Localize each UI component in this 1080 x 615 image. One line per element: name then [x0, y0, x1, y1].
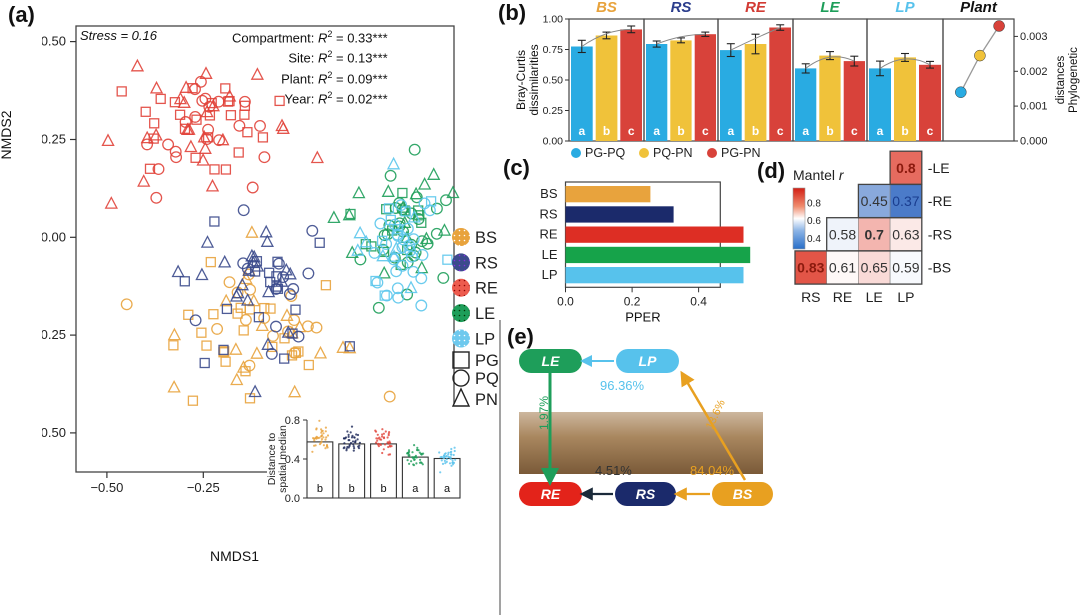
svg-text:b: b — [317, 483, 323, 495]
svg-text:(b): (b) — [498, 0, 526, 25]
svg-text:84.04%: 84.04% — [690, 463, 735, 478]
svg-text:-RE: -RE — [928, 193, 952, 209]
svg-text:−0.25: −0.25 — [42, 327, 66, 342]
svg-text:0.4: 0.4 — [807, 234, 821, 245]
svg-text:-RS: -RS — [928, 226, 952, 242]
svg-text:RS: RS — [801, 289, 820, 305]
svg-text:0.003: 0.003 — [1020, 31, 1048, 43]
svg-text:0.25: 0.25 — [42, 132, 66, 147]
svg-text:b: b — [752, 124, 759, 138]
svg-text:0.50: 0.50 — [42, 34, 66, 49]
svg-text:c: c — [927, 124, 934, 138]
svg-text:distances: distances — [1055, 55, 1067, 104]
svg-text:0.001: 0.001 — [1020, 101, 1048, 113]
svg-text:BS: BS — [733, 486, 753, 502]
svg-text:96.36%: 96.36% — [600, 378, 645, 393]
svg-text:RE: RE — [745, 0, 767, 16]
svg-text:LP: LP — [897, 289, 914, 305]
svg-text:0.00: 0.00 — [42, 229, 66, 244]
svg-text:Plant: Plant — [960, 0, 998, 16]
svg-text:1.97%: 1.97% — [537, 396, 551, 430]
svg-text:0.0: 0.0 — [285, 493, 300, 505]
svg-text:RS: RS — [539, 206, 557, 221]
svg-text:spatial median: spatial median — [277, 425, 289, 493]
svg-text:RE: RE — [833, 289, 852, 305]
svg-text:0.83: 0.83 — [797, 260, 824, 276]
svg-text:a: a — [802, 124, 809, 138]
svg-text:−0.50: −0.50 — [42, 425, 66, 440]
svg-text:LE: LE — [820, 0, 840, 16]
svg-text:BS: BS — [475, 229, 497, 247]
svg-text:0.00: 0.00 — [543, 136, 564, 148]
svg-text:BS: BS — [596, 0, 617, 16]
svg-text:LP: LP — [542, 267, 558, 282]
svg-text:b: b — [603, 124, 610, 138]
svg-text:0.58: 0.58 — [829, 226, 856, 242]
svg-text:0.63: 0.63 — [892, 226, 919, 242]
svg-text:0.8: 0.8 — [807, 199, 821, 210]
svg-text:LE: LE — [542, 353, 561, 369]
svg-text:0.65: 0.65 — [861, 260, 888, 276]
svg-text:-LE: -LE — [928, 160, 950, 176]
svg-text:RE: RE — [541, 486, 561, 502]
svg-text:0.8: 0.8 — [896, 160, 916, 176]
svg-text:0.000: 0.000 — [1020, 136, 1048, 148]
svg-text:0.4: 0.4 — [690, 294, 707, 308]
svg-text:0.45: 0.45 — [861, 193, 888, 209]
svg-text:Phylogenetic: Phylogenetic — [1068, 47, 1080, 113]
svg-text:c: c — [628, 124, 635, 138]
svg-text:−0.50: −0.50 — [90, 480, 123, 495]
svg-text:c: c — [851, 124, 858, 138]
svg-text:RE: RE — [539, 227, 557, 242]
svg-text:0.50: 0.50 — [543, 75, 564, 87]
svg-text:4.51%: 4.51% — [595, 463, 632, 478]
svg-text:dissimilarities: dissimilarities — [527, 44, 541, 115]
svg-text:LE: LE — [542, 247, 558, 262]
svg-text:0.75: 0.75 — [543, 44, 564, 56]
svg-text:-BS: -BS — [928, 260, 951, 276]
svg-text:Bray-Curtis: Bray-Curtis — [514, 50, 528, 110]
svg-text:b: b — [349, 483, 355, 495]
svg-text:−0.25: −0.25 — [187, 480, 220, 495]
svg-text:Mantel r: Mantel r — [793, 167, 845, 183]
svg-text:a: a — [877, 124, 884, 138]
svg-text:a: a — [653, 124, 660, 138]
svg-text:b: b — [677, 124, 684, 138]
svg-text:b: b — [901, 124, 908, 138]
svg-text:0.002: 0.002 — [1020, 66, 1048, 78]
svg-text:LP: LP — [895, 0, 915, 16]
svg-text:a: a — [412, 483, 419, 495]
svg-text:b: b — [380, 483, 386, 495]
svg-text:a: a — [444, 483, 451, 495]
svg-text:PPER: PPER — [625, 309, 660, 324]
svg-text:b: b — [826, 124, 833, 138]
svg-text:0.37: 0.37 — [892, 193, 919, 209]
svg-text:0.6: 0.6 — [807, 216, 821, 227]
svg-text:LP: LP — [639, 353, 658, 369]
svg-text:RS: RS — [671, 0, 692, 16]
svg-text:0.7: 0.7 — [864, 226, 884, 242]
svg-text:0.25: 0.25 — [543, 105, 564, 117]
svg-text:BS: BS — [540, 186, 558, 201]
svg-text:c: c — [702, 124, 709, 138]
svg-text:RS: RS — [636, 486, 656, 502]
svg-text:0.59: 0.59 — [892, 260, 919, 276]
svg-text:a: a — [578, 124, 585, 138]
svg-text:a: a — [727, 124, 734, 138]
svg-text:(c): (c) — [503, 155, 530, 180]
svg-text:c: c — [777, 124, 784, 138]
svg-text:0.2: 0.2 — [624, 294, 641, 308]
svg-text:0.61: 0.61 — [829, 260, 856, 276]
svg-text:LE: LE — [866, 289, 883, 305]
svg-text:1.00: 1.00 — [543, 14, 564, 26]
svg-text:0.0: 0.0 — [557, 294, 574, 308]
